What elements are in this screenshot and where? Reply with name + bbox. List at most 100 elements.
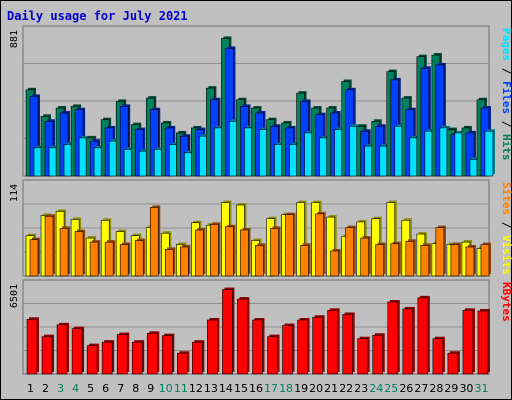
x-tick-label-day-17: 17 bbox=[264, 382, 278, 395]
panel-visits-sites-ymax-label: 114 bbox=[9, 184, 20, 202]
bar-sites-day-24 bbox=[375, 244, 385, 277]
bar-kbytes-day-23 bbox=[357, 338, 369, 375]
bar-sites-day-18 bbox=[285, 214, 294, 277]
x-tick-label-day-16: 16 bbox=[249, 382, 263, 395]
x-tick-label-day-9: 9 bbox=[147, 382, 154, 395]
bar-kbytes-day-13 bbox=[207, 319, 218, 375]
x-tick-label-day-28: 28 bbox=[429, 382, 443, 395]
chart-title: Daily usage for July 2021 bbox=[7, 9, 188, 23]
bar-kbytes-day-30 bbox=[462, 310, 474, 375]
bar-sites-day-9 bbox=[149, 207, 159, 277]
x-tick-label-day-4: 4 bbox=[72, 382, 79, 395]
bar-sites-day-14 bbox=[225, 226, 234, 277]
bar-kbytes-day-27 bbox=[417, 297, 429, 375]
bar-sites-day-26 bbox=[405, 240, 415, 277]
bar-sites-day-15 bbox=[240, 229, 249, 277]
panel-kbytes-ymax-label: 6501 bbox=[9, 284, 20, 308]
bar-sites-day-13 bbox=[210, 224, 219, 277]
x-tick-label-day-10: 10 bbox=[159, 382, 173, 395]
legend-entry: Files bbox=[500, 81, 512, 114]
panel-visits-sites-legend: Sites / Visits bbox=[500, 182, 512, 275]
x-tick-label-day-1: 1 bbox=[27, 382, 34, 395]
bar-sites-day-12 bbox=[195, 229, 204, 277]
x-tick-label-day-12: 12 bbox=[189, 382, 203, 395]
bar-kbytes-day-6 bbox=[101, 341, 113, 375]
x-tick-label-day-27: 27 bbox=[414, 382, 428, 395]
bar-kbytes-day-5 bbox=[86, 345, 98, 375]
bar-kbytes-day-14 bbox=[222, 289, 233, 375]
x-tick-label-day-19: 19 bbox=[294, 382, 308, 395]
bar-kbytes-day-22 bbox=[342, 314, 353, 375]
bar-kbytes-day-26 bbox=[402, 308, 414, 375]
bar-kbytes-day-10 bbox=[161, 335, 173, 375]
x-tick-label-day-31: 31 bbox=[474, 382, 488, 395]
bar-kbytes-day-11 bbox=[177, 352, 188, 375]
bar-sites-day-11 bbox=[180, 246, 189, 277]
bar-kbytes-day-16 bbox=[252, 319, 263, 375]
bar-kbytes-day-17 bbox=[267, 336, 278, 375]
bar-sites-day-21 bbox=[330, 250, 339, 277]
bar-sites-day-10 bbox=[164, 249, 174, 277]
legend-entry: KBytes bbox=[500, 282, 512, 322]
legend-entry: Sites bbox=[500, 182, 512, 215]
x-tick-label-day-22: 22 bbox=[339, 382, 353, 395]
bar-kbytes-day-7 bbox=[116, 334, 128, 375]
x-tick-label-day-15: 15 bbox=[234, 382, 248, 395]
bar-kbytes-day-19 bbox=[297, 319, 308, 375]
bar-sites-day-28 bbox=[435, 227, 445, 277]
x-tick-label-day-3: 3 bbox=[57, 382, 64, 395]
x-tick-label-day-21: 21 bbox=[324, 382, 338, 395]
bar-sites-day-27 bbox=[420, 245, 430, 277]
bar-sites-day-4 bbox=[74, 231, 84, 277]
x-tick-label-day-23: 23 bbox=[354, 382, 368, 395]
legend-entry: Visits bbox=[500, 235, 512, 275]
bar-sites-day-7 bbox=[119, 244, 129, 277]
bar-sites-day-30 bbox=[465, 246, 475, 277]
legend-entry: / bbox=[500, 114, 512, 134]
legend-entry: / bbox=[500, 61, 512, 81]
bar-kbytes-day-12 bbox=[192, 341, 203, 375]
panel-kbytes-legend: KBytes bbox=[500, 282, 512, 322]
bar-sites-day-17 bbox=[270, 228, 279, 277]
bar-kbytes-day-1 bbox=[26, 319, 38, 375]
x-tick-label-day-7: 7 bbox=[117, 382, 124, 395]
bar-kbytes-day-21 bbox=[327, 310, 338, 375]
x-tick-label-day-6: 6 bbox=[102, 382, 109, 395]
x-tick-label-day-29: 29 bbox=[444, 382, 458, 395]
x-tick-label-day-20: 20 bbox=[309, 382, 323, 395]
bar-sites-day-16 bbox=[255, 245, 264, 277]
bar-kbytes-day-28 bbox=[432, 338, 444, 375]
bar-sites-day-6 bbox=[104, 241, 114, 277]
x-tick-label-day-2: 2 bbox=[42, 382, 49, 395]
legend-entry: Hits bbox=[500, 134, 512, 161]
bar-sites-day-29 bbox=[450, 244, 460, 277]
bar-kbytes-day-3 bbox=[56, 324, 68, 375]
bar-kbytes-day-25 bbox=[387, 301, 399, 375]
x-tick-label-day-8: 8 bbox=[132, 382, 139, 395]
panel-hits-files-pages-ymax-label: 881 bbox=[9, 30, 20, 48]
x-tick-label-day-18: 18 bbox=[279, 382, 293, 395]
bar-kbytes-day-29 bbox=[447, 352, 459, 375]
x-tick-label-day-25: 25 bbox=[384, 382, 398, 395]
bar-sites-day-25 bbox=[390, 243, 400, 277]
legend-entry: / bbox=[500, 215, 512, 235]
bar-kbytes-day-8 bbox=[131, 341, 143, 375]
bar-sites-day-19 bbox=[300, 245, 309, 277]
x-tick-label-day-13: 13 bbox=[204, 382, 218, 395]
bar-sites-day-8 bbox=[134, 240, 144, 277]
bar-kbytes-day-20 bbox=[312, 316, 323, 375]
x-tick-label-day-5: 5 bbox=[87, 382, 94, 395]
bar-sites-day-2 bbox=[44, 215, 54, 277]
x-tick-label-day-26: 26 bbox=[399, 382, 413, 395]
x-tick-label-day-11: 11 bbox=[174, 382, 188, 395]
bar-kbytes-day-2 bbox=[41, 336, 53, 375]
bar-kbytes-day-24 bbox=[372, 334, 384, 375]
bar-pages-day-31 bbox=[484, 130, 494, 177]
bar-sites-day-20 bbox=[315, 213, 324, 277]
x-tick-label-day-30: 30 bbox=[459, 382, 473, 395]
bar-kbytes-day-4 bbox=[71, 328, 83, 375]
bar-sites-day-5 bbox=[89, 241, 99, 277]
x-tick-label-day-24: 24 bbox=[369, 382, 383, 395]
panel-hits-files-pages-legend: Pages / Files / Hits bbox=[500, 28, 512, 161]
